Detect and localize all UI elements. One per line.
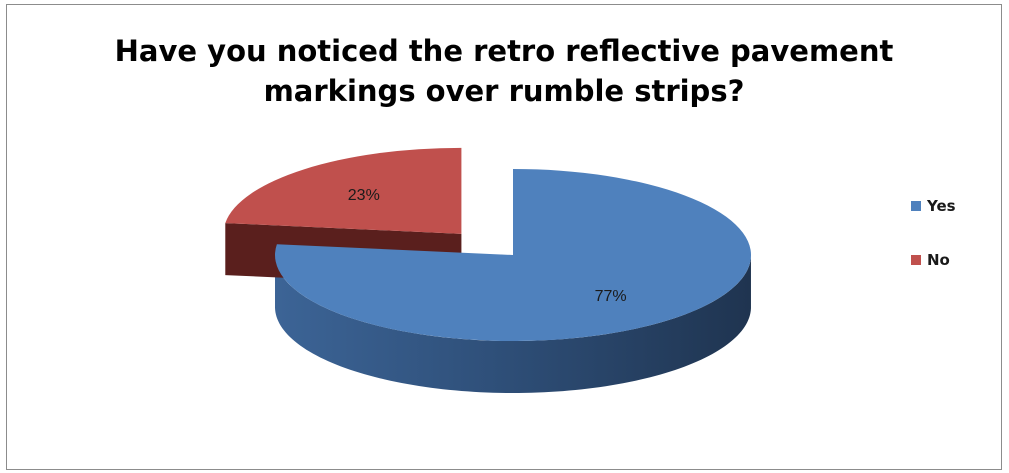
legend-label-no: No	[927, 251, 950, 269]
data-label-yes: 77%	[595, 288, 627, 305]
legend-swatch-yes	[911, 201, 921, 211]
chart-title: Have you noticed the retro reflective pa…	[7, 31, 1001, 111]
data-label-no: 23%	[348, 187, 380, 204]
pie-plot: 77% 23%	[225, 147, 752, 393]
legend: Yes No	[911, 195, 956, 303]
legend-item-no: No	[911, 249, 956, 271]
legend-swatch-no	[911, 255, 921, 265]
chart-title-line-1: Have you noticed the retro reflective pa…	[114, 34, 894, 68]
chart-area: Have you noticed the retro reflective pa…	[6, 4, 1002, 470]
legend-label-yes: Yes	[927, 197, 956, 215]
legend-item-yes: Yes	[911, 195, 956, 217]
pie-slice-no	[225, 147, 462, 234]
pie-slice-yes	[275, 169, 752, 341]
chart-title-line-2: markings over rumble strips?	[263, 74, 745, 108]
pie-side-yes	[275, 255, 751, 393]
